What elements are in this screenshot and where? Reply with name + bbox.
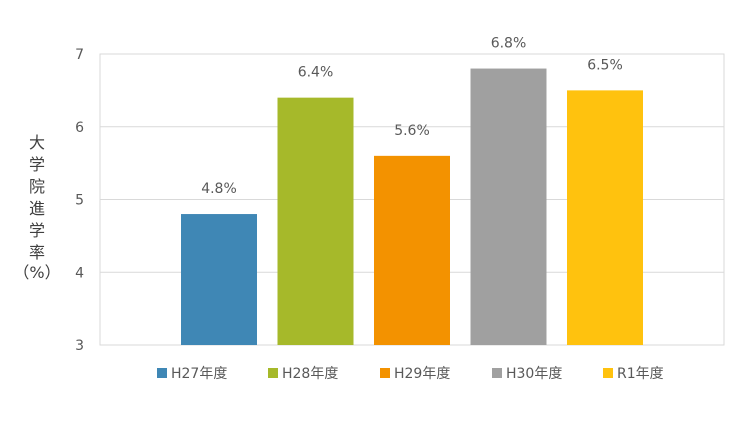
y-axis-ticks: 3 4 5 6 7 bbox=[75, 47, 84, 354]
legend-swatch bbox=[603, 368, 613, 378]
bars bbox=[181, 68, 643, 346]
legend-swatch bbox=[157, 368, 167, 378]
y-axis-label-unit: （%） bbox=[13, 263, 60, 282]
y-axis-label-char: 学 bbox=[29, 221, 45, 240]
bar-H30年度 bbox=[470, 68, 547, 346]
data-label: 4.8% bbox=[201, 181, 237, 197]
legend-label: H30年度 bbox=[506, 366, 562, 382]
data-label: 6.8% bbox=[491, 36, 527, 52]
y-axis-label-char: 学 bbox=[29, 155, 45, 174]
y-tick-label: 7 bbox=[75, 47, 84, 63]
bar-H27年度 bbox=[181, 214, 257, 345]
y-axis-label-char: 進 bbox=[29, 199, 45, 218]
legend: H27年度 H28年度 H29年度 H30年度 R1年度 bbox=[157, 366, 664, 382]
legend-swatch bbox=[492, 368, 502, 378]
legend-label: H27年度 bbox=[171, 366, 227, 382]
y-axis-label-char: 率 bbox=[29, 243, 45, 262]
data-labels: 4.8% 6.4% 5.6% 6.8% 6.5% bbox=[201, 36, 623, 198]
bar-H29年度 bbox=[374, 155, 450, 345]
legend-label: H29年度 bbox=[394, 366, 450, 382]
legend-label: R1年度 bbox=[617, 366, 664, 382]
legend-swatch bbox=[268, 368, 278, 378]
legend-label: H28年度 bbox=[282, 366, 338, 382]
y-tick-label: 5 bbox=[75, 193, 84, 209]
legend-swatch bbox=[380, 368, 390, 378]
bar-H28年度 bbox=[277, 97, 354, 346]
bar-R1年度 bbox=[567, 90, 643, 345]
y-axis-label-char: 院 bbox=[29, 177, 45, 196]
y-tick-label: 3 bbox=[75, 338, 84, 354]
y-tick-label: 4 bbox=[75, 265, 84, 281]
y-tick-label: 6 bbox=[75, 120, 84, 136]
data-label: 6.5% bbox=[587, 57, 623, 73]
data-label: 6.4% bbox=[298, 65, 334, 81]
y-axis-label-char: 大 bbox=[29, 133, 45, 152]
data-label: 5.6% bbox=[394, 123, 430, 139]
